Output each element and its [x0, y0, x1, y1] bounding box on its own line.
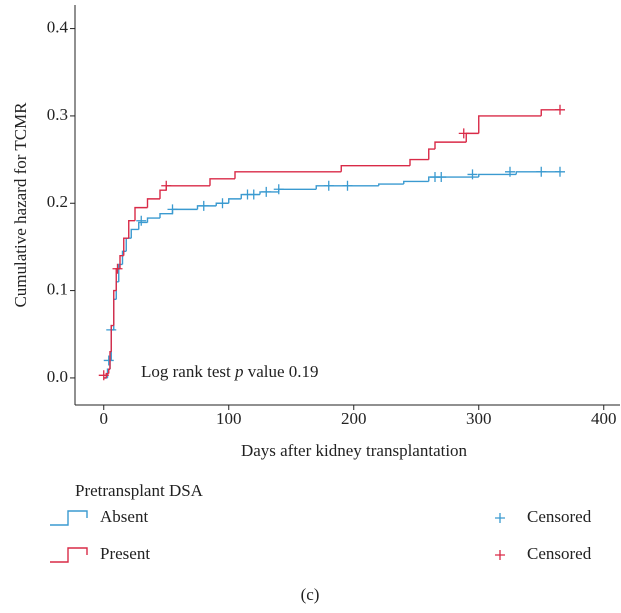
step-segment: [123, 237, 129, 256]
step-segment: [340, 164, 410, 172]
step-segment: [478, 115, 542, 134]
step-segment: [434, 141, 467, 150]
step-segment: [138, 221, 148, 230]
censor-mark: [103, 355, 114, 366]
legend-line: [50, 510, 88, 526]
censor-mark: [248, 189, 259, 200]
legend-label: Absent: [100, 507, 148, 526]
step-segment: [105, 372, 109, 378]
step-segment: [159, 189, 167, 199]
step-segment: [121, 250, 127, 265]
caption: (c): [301, 585, 320, 604]
censor-mark: [167, 204, 178, 215]
step-segment: [134, 206, 148, 221]
step-segment: [259, 191, 279, 195]
censor-mark: [136, 215, 147, 226]
step-segment: [409, 158, 429, 166]
step-segment: [128, 220, 135, 239]
y-tick-label: 0.0: [47, 367, 68, 386]
annotation-text: value 0.19: [248, 362, 319, 381]
step-segment: [428, 148, 435, 160]
censor-mark: [217, 198, 228, 209]
step-segment: [119, 254, 124, 269]
censor-mark: [555, 104, 565, 115]
censor-mark: [555, 166, 565, 177]
annotation: Log rank test p value 0.19: [141, 362, 319, 381]
censor-mark: [198, 200, 209, 211]
step-segment: [378, 183, 404, 186]
step-segment: [109, 351, 112, 370]
step-segment: [196, 205, 217, 210]
x-tick-label: 300: [466, 409, 492, 428]
step-segment: [228, 198, 242, 204]
step-segment: [118, 263, 123, 282]
step-segment: [130, 228, 139, 239]
step-segment: [315, 185, 379, 190]
annotation-text: Log rank test: [141, 362, 231, 381]
step-segment: [278, 188, 317, 192]
x-tick-label: 200: [341, 409, 367, 428]
y-tick-label: 0.3: [47, 105, 68, 124]
step-segment: [146, 217, 160, 223]
censor-mark: [112, 263, 123, 274]
censor-mark: [273, 184, 284, 195]
y-tick-label: 0.2: [47, 192, 68, 211]
y-tick-label: 0.1: [47, 279, 68, 298]
step-segment: [540, 109, 560, 116]
step-segment: [108, 368, 110, 374]
censor-mark: [436, 172, 447, 183]
censor-mark: [161, 180, 172, 191]
censor-mark: [261, 186, 272, 197]
censor-mark: [98, 370, 109, 381]
step-segment: [209, 178, 235, 186]
legend-label: Present: [100, 544, 150, 563]
x-axis-label: Days after kidney transplantation: [241, 441, 468, 460]
legend-label: Censored: [527, 507, 592, 526]
step-segment: [113, 289, 117, 326]
censor-mark: [342, 180, 353, 191]
legend-title: Pretransplant DSA: [75, 481, 204, 500]
censor-mark: [467, 169, 478, 180]
step-segment: [165, 185, 210, 191]
step-segment: [234, 171, 342, 179]
step-segment: [478, 173, 517, 178]
censor-mark: [458, 128, 469, 139]
step-segment: [110, 324, 114, 352]
legend-label: Censored: [527, 544, 592, 563]
x-tick-label: 400: [591, 409, 617, 428]
step-segment: [240, 193, 260, 199]
step-segment: [159, 213, 173, 219]
step-segment: [125, 237, 132, 252]
censor-mark: [323, 180, 334, 191]
step-segment: [146, 198, 160, 208]
censor-mark: [536, 166, 547, 177]
legend-censor: [495, 513, 505, 523]
annotation-italic: p: [234, 362, 244, 381]
legend-line: [50, 547, 88, 563]
x-tick-label: 0: [100, 409, 109, 428]
y-tick-label: 0.4: [47, 17, 69, 36]
step-segment: [428, 176, 479, 182]
censor-mark: [505, 166, 515, 177]
y-axis-label: Cumulative hazard for TCMR: [11, 102, 30, 308]
step-segment: [403, 180, 429, 185]
x-tick-label: 100: [216, 409, 242, 428]
step-segment: [171, 208, 198, 214]
legend-censor: [495, 550, 505, 560]
step-segment: [465, 132, 479, 143]
